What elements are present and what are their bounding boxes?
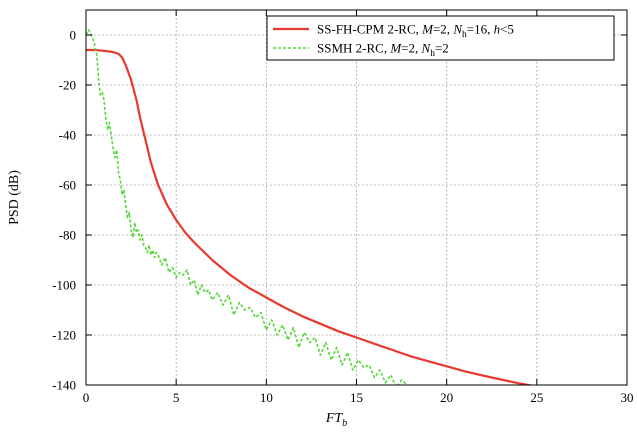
x-tick-label: 15 [350, 390, 363, 405]
legend-label-ss-fh-cpm: SS-FH-CPM 2-RC, M=2, Nh=16, h<5 [317, 22, 514, 41]
legend-text-part: SSMH 2-RC, [317, 41, 390, 56]
y-tick-label: -120 [52, 328, 76, 343]
legend: SS-FH-CPM 2-RC, M=2, Nh=16, h<5 SSMH 2-R… [266, 15, 615, 61]
y-tick-label: -40 [59, 128, 76, 143]
legend-label-ssmh: SSMH 2-RC, M=2, Nh=2 [317, 41, 449, 60]
legend-text-part: h [430, 49, 435, 59]
series-line-0 [86, 48, 535, 385]
legend-text-part: =2, [401, 41, 421, 56]
y-tick-label: -140 [52, 378, 76, 393]
y-tick-label: -60 [59, 178, 76, 193]
x-axis-label: FTb [325, 411, 347, 429]
y-tick-label: -100 [52, 278, 76, 293]
y-axis-label: PSD (dB) [7, 170, 22, 225]
x-tick-label: 5 [173, 390, 180, 405]
legend-text-part: =2, [433, 22, 453, 37]
legend-text-part: <5 [500, 22, 514, 37]
x-tick-label: 0 [83, 390, 90, 405]
x-tick-label: 30 [621, 390, 634, 405]
legend-text-part: h [494, 22, 501, 37]
x-axis-label-sub: b [342, 418, 347, 429]
legend-text-part: M [421, 22, 434, 37]
series-lines [86, 29, 535, 385]
y-tick-label: -20 [59, 78, 76, 93]
x-axis-label-main: FT [325, 411, 344, 426]
grid-lines [86, 10, 627, 385]
legend-text-part: N [421, 41, 432, 56]
y-tick-label: -80 [59, 228, 76, 243]
x-tick-label: 10 [260, 390, 273, 405]
y-tick-label: 0 [70, 28, 77, 43]
x-tick-label: 25 [530, 390, 543, 405]
series-line-1 [86, 29, 409, 385]
legend-box [266, 15, 615, 61]
x-tick-label: 20 [440, 390, 453, 405]
axis-ticks: 0 5 10 15 20 25 30 0 -20 -40 -60 -80 -100 -120 -140 [52, 10, 634, 405]
legend-text-part: =2 [435, 41, 449, 56]
legend-text-part: N [452, 22, 463, 37]
legend-text-part: h [462, 30, 467, 40]
legend-text-part: M [389, 41, 402, 56]
legend-text-part: =16, [467, 22, 494, 37]
legend-text-part: SS-FH-CPM 2-RC, [317, 22, 422, 37]
